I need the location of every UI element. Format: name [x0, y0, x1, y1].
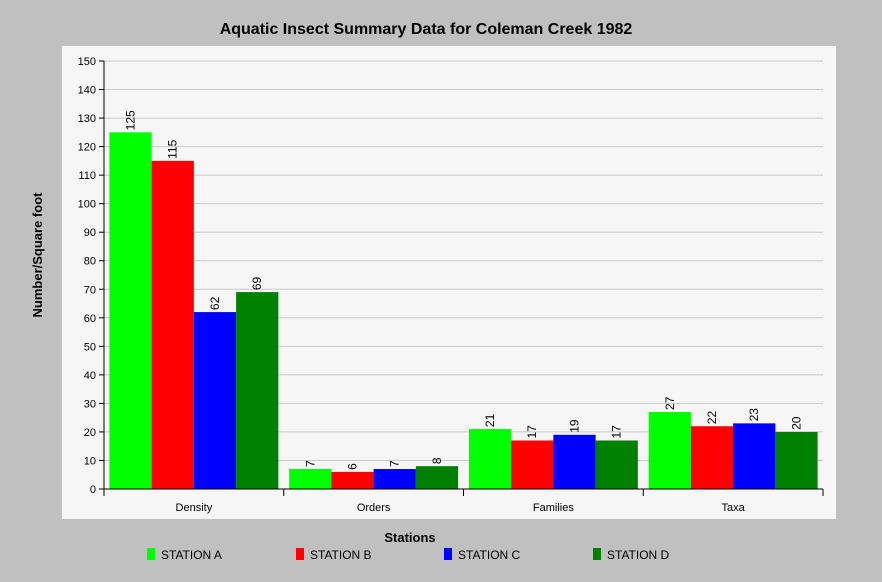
y-tick-label: 110: [78, 170, 96, 182]
y-tick-label: 40: [84, 370, 96, 382]
x-category-label: Families: [533, 502, 574, 514]
bar: [733, 423, 776, 489]
y-tick-label: 0: [90, 484, 96, 496]
bar: [511, 440, 554, 489]
y-axis-title: Number/Square foot: [30, 192, 45, 318]
bar-value-label: 17: [525, 425, 539, 439]
bar-value-label: 115: [166, 139, 180, 158]
bar-value-label: 8: [430, 457, 444, 464]
legend-label: STATION C: [458, 548, 521, 562]
legend-label: STATION D: [607, 548, 670, 562]
y-tick-label: 20: [84, 427, 96, 439]
bar: [109, 132, 152, 490]
bar: [236, 292, 279, 489]
x-category-label: Density: [176, 502, 213, 514]
legend-swatch: [147, 548, 155, 560]
bar: [415, 466, 459, 489]
y-tick-label: 80: [84, 256, 96, 268]
bar: [373, 469, 416, 489]
legend-swatch: [296, 548, 304, 560]
bar-value-label: 17: [610, 425, 624, 439]
bar-value-label: 20: [789, 416, 803, 430]
bar: [775, 431, 818, 489]
y-tick-label: 50: [84, 341, 96, 353]
bar: [289, 469, 332, 489]
bar-value-label: 125: [124, 110, 138, 130]
bar: [331, 471, 374, 489]
bar: [468, 429, 512, 489]
y-tick-label: 90: [84, 227, 96, 239]
x-axis-title: Stations: [384, 530, 435, 545]
bar-value-label: 62: [208, 296, 222, 310]
bar-value-label: 6: [346, 463, 360, 470]
bars: [109, 132, 818, 490]
legend-label: STATION B: [310, 548, 372, 562]
y-tick-label: 70: [84, 284, 96, 296]
bar: [553, 434, 596, 489]
y-tick-label: 130: [78, 113, 96, 125]
legend: STATION A STATION B STATION C STATION D: [147, 548, 670, 562]
x-category-label: Taxa: [722, 502, 746, 514]
bar-value-label: 23: [747, 408, 761, 422]
legend-label: STATION A: [161, 548, 222, 562]
y-tick-label: 100: [78, 199, 96, 211]
y-tick-label: 120: [78, 142, 96, 154]
bar-value-label: 7: [388, 460, 402, 467]
bar: [690, 426, 734, 489]
x-category-label: Orders: [357, 502, 391, 514]
bar-value-label: 22: [705, 411, 719, 425]
bar: [648, 411, 691, 489]
y-tick-label: 150: [78, 56, 96, 68]
bar: [595, 440, 638, 489]
bar: [151, 160, 194, 489]
axes: 0 10 20 30 40 50 60 70 80 90 100 110 120 130 140 150 Den…: [78, 56, 824, 514]
legend-swatch: [593, 548, 601, 560]
chart-title: Aquatic Insect Summary Data for Coleman …: [220, 21, 633, 38]
legend-swatch: [444, 548, 452, 560]
bar-value-label: 7: [303, 460, 317, 467]
bar-value-label: 69: [250, 276, 264, 290]
y-tick-label: 10: [84, 455, 96, 467]
y-tick-label: 60: [84, 313, 96, 325]
y-tick-label: 30: [84, 398, 96, 410]
bar: [193, 312, 237, 489]
bar-value-label: 27: [663, 396, 677, 410]
bar-value-label: 19: [567, 419, 581, 433]
bar-value-label: 21: [483, 413, 497, 427]
y-tick-label: 140: [78, 85, 96, 97]
